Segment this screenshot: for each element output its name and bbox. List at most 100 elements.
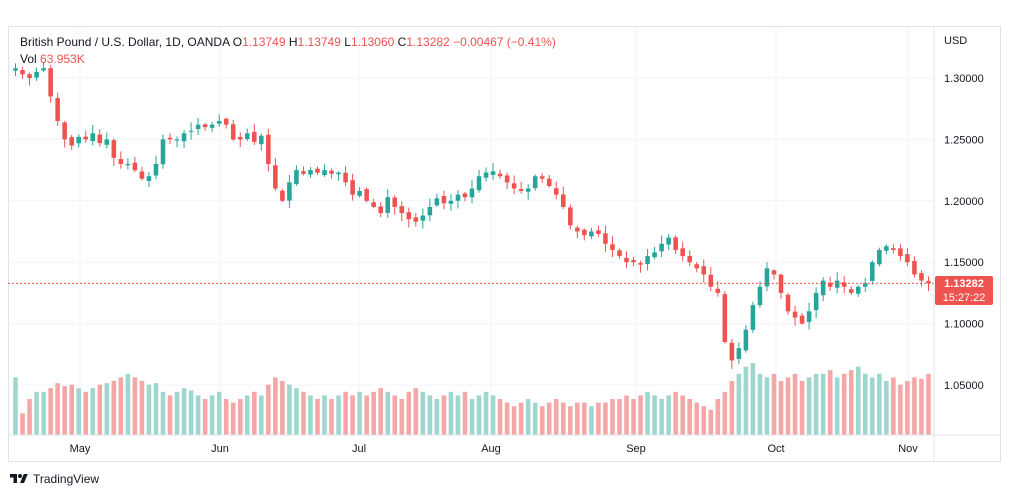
candle[interactable]	[83, 130, 89, 143]
candle[interactable]	[898, 243, 903, 262]
candle[interactable]	[273, 157, 278, 191]
candle[interactable]	[546, 174, 552, 188]
candle[interactable]	[209, 121, 215, 132]
candle[interactable]	[392, 195, 398, 215]
candle[interactable]	[385, 189, 391, 219]
candle[interactable]	[891, 243, 896, 254]
candle[interactable]	[27, 72, 32, 86]
candle[interactable]	[919, 269, 924, 287]
candle[interactable]	[568, 204, 573, 230]
candle[interactable]	[69, 134, 74, 151]
candle[interactable]	[329, 168, 334, 179]
candle[interactable]	[532, 174, 538, 191]
candle[interactable]	[490, 163, 496, 180]
candle[interactable]	[55, 92, 60, 126]
candle[interactable]	[104, 132, 110, 149]
candle[interactable]	[315, 166, 320, 175]
candle[interactable]	[638, 260, 643, 273]
candle[interactable]	[870, 260, 875, 285]
candle[interactable]	[322, 164, 327, 177]
candle[interactable]	[20, 67, 25, 79]
candle[interactable]	[476, 170, 482, 193]
candle[interactable]	[181, 130, 187, 149]
candle[interactable]	[167, 133, 173, 144]
candle[interactable]	[308, 167, 313, 178]
candle[interactable]	[827, 276, 833, 291]
candle[interactable]	[539, 173, 545, 183]
candle[interactable]	[188, 122, 194, 140]
candle[interactable]	[259, 133, 264, 151]
candle[interactable]	[750, 301, 756, 333]
candle[interactable]	[48, 65, 53, 103]
candle[interactable]	[848, 286, 854, 296]
candle[interactable]	[778, 273, 784, 299]
candle[interactable]	[757, 281, 763, 308]
candle[interactable]	[483, 167, 489, 182]
candle[interactable]	[687, 250, 692, 267]
candle[interactable]	[771, 269, 777, 280]
candle[interactable]	[652, 246, 657, 260]
candle[interactable]	[118, 151, 124, 169]
candle[interactable]	[153, 155, 159, 180]
candle[interactable]	[294, 165, 299, 186]
candle[interactable]	[722, 291, 728, 344]
candle[interactable]	[518, 181, 524, 194]
candle[interactable]	[146, 171, 152, 188]
candle[interactable]	[582, 228, 587, 241]
candle[interactable]	[525, 184, 531, 200]
candle[interactable]	[230, 119, 236, 142]
candle[interactable]	[132, 156, 138, 173]
candle[interactable]	[160, 134, 166, 169]
candle[interactable]	[280, 188, 285, 203]
candle[interactable]	[743, 325, 749, 353]
candle[interactable]	[462, 191, 468, 202]
candle[interactable]	[603, 225, 608, 252]
candle[interactable]	[799, 313, 805, 325]
candle[interactable]	[343, 166, 348, 187]
candle[interactable]	[202, 122, 208, 131]
candle[interactable]	[76, 134, 81, 148]
candle[interactable]	[659, 235, 664, 258]
candle[interactable]	[378, 201, 383, 218]
candle[interactable]	[631, 256, 636, 267]
candle[interactable]	[174, 136, 180, 148]
candle[interactable]	[125, 158, 131, 170]
candle[interactable]	[855, 285, 861, 297]
candle[interactable]	[13, 63, 18, 76]
candle[interactable]	[575, 225, 580, 239]
candle[interactable]	[336, 171, 341, 182]
candle[interactable]	[420, 208, 426, 229]
candle[interactable]	[448, 194, 454, 211]
candle[interactable]	[736, 342, 742, 365]
candle[interactable]	[806, 302, 812, 330]
candle[interactable]	[216, 114, 222, 127]
candle[interactable]	[195, 117, 201, 135]
candle[interactable]	[841, 276, 847, 294]
candle[interactable]	[680, 241, 685, 262]
candle[interactable]	[624, 251, 629, 268]
candle[interactable]	[434, 193, 440, 208]
candle[interactable]	[553, 181, 559, 200]
candle[interactable]	[266, 128, 271, 172]
candle[interactable]	[617, 248, 622, 259]
candle[interactable]	[469, 179, 475, 204]
candle[interactable]	[357, 187, 362, 198]
candle[interactable]	[223, 117, 229, 129]
candle[interactable]	[694, 261, 700, 273]
candle[interactable]	[792, 305, 798, 326]
candle[interactable]	[764, 262, 770, 292]
candle[interactable]	[406, 207, 412, 228]
candle[interactable]	[441, 190, 447, 210]
candle[interactable]	[511, 175, 517, 195]
candle[interactable]	[673, 235, 678, 255]
candle[interactable]	[90, 124, 96, 146]
candle[interactable]	[877, 247, 882, 267]
candle[interactable]	[111, 138, 117, 166]
candle[interactable]	[813, 287, 819, 319]
candle[interactable]	[884, 244, 889, 255]
candle[interactable]	[34, 67, 39, 81]
candle[interactable]	[301, 166, 306, 176]
candle[interactable]	[497, 169, 503, 179]
candle[interactable]	[364, 187, 369, 203]
price-chart[interactable]: 1.30000 1.25000 1.20000 1.15000 1.10000 1.050…	[8, 26, 1001, 462]
